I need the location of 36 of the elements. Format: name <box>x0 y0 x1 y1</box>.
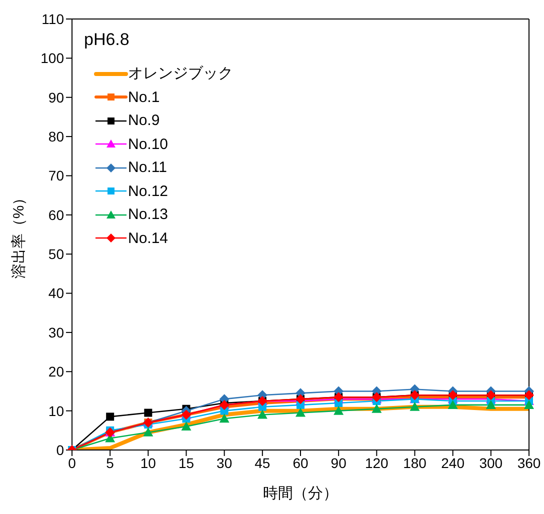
y-tick-label: 20 <box>48 364 64 380</box>
x-tick-label: 60 <box>292 454 308 471</box>
x-tick-label: 120 <box>364 454 389 471</box>
y-tick-label: 10 <box>48 402 64 419</box>
x-tick-label: 240 <box>441 454 465 471</box>
x-tick-label: 10 <box>140 454 156 471</box>
x-tick-label: 15 <box>178 454 194 471</box>
y-tick-label: 80 <box>48 128 64 145</box>
x-tick-label: 360 <box>517 454 541 471</box>
legend-label: No.9 <box>128 112 160 130</box>
text: pH6.8 <box>84 30 130 50</box>
x-tick-label: 300 <box>479 454 503 471</box>
x-tick-label: 45 <box>254 454 270 471</box>
y-tick-label: 70 <box>48 168 64 184</box>
y-tick-label: 60 <box>48 206 64 223</box>
y-tick-label: 30 <box>48 324 64 340</box>
legend-label: No.11 <box>128 159 167 176</box>
y-tick-label: 50 <box>48 246 64 262</box>
y-tick-label: 0 <box>56 442 64 458</box>
x-tick-label: 90 <box>330 454 347 471</box>
y-tick-label: 100 <box>40 50 64 66</box>
x-tick-label: 5 <box>106 454 114 471</box>
legend-label: オレンジブック <box>128 64 233 84</box>
x-tick-label: 180 <box>403 454 427 471</box>
legend-label: No.13 <box>128 206 168 224</box>
legend-label: No.14 <box>128 230 168 247</box>
x-axis-title: 時間（分） <box>263 485 338 502</box>
y-tick-label: 110 <box>42 10 64 27</box>
legend-label: No.10 <box>128 136 168 153</box>
y-axis-title: 溶出率（%） <box>10 190 28 279</box>
x-tick-label: 0 <box>68 454 76 471</box>
legend-label: No.1 <box>128 88 160 106</box>
legend-label: No.12 <box>128 182 168 200</box>
x-tick-label: 30 <box>216 454 232 471</box>
y-tick-label: 40 <box>48 285 64 302</box>
y-tick-label: 90 <box>48 89 64 106</box>
